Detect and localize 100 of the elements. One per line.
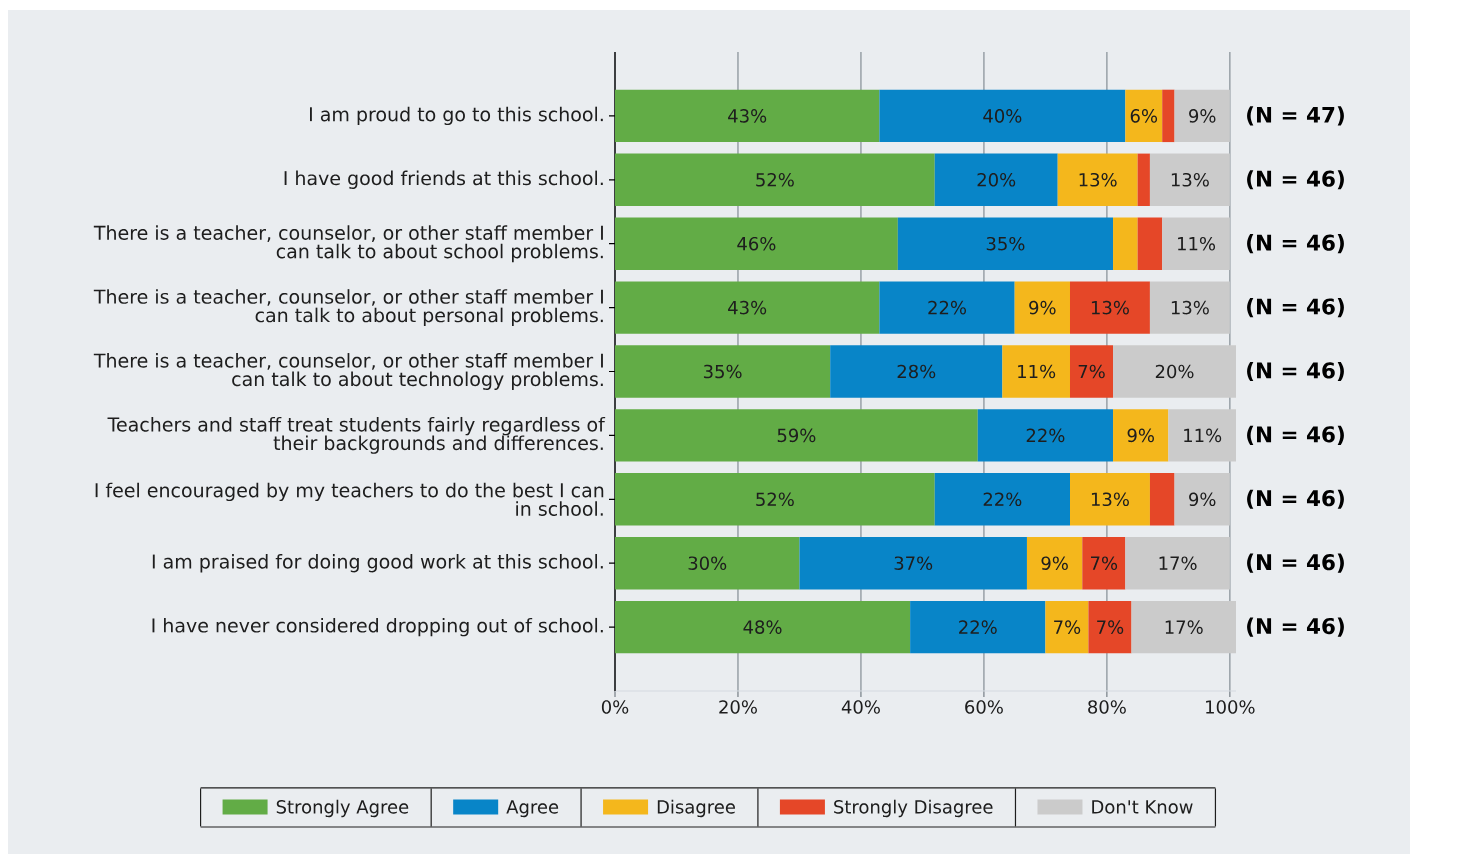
y-tick-label: I am proud to go to this school. (309, 106, 603, 126)
data-label: 22% (959, 620, 997, 634)
data-label: 17% (1165, 620, 1203, 634)
data-label: 20% (1155, 364, 1194, 379)
data-label: 37% (894, 556, 933, 570)
bar (615, 281, 880, 334)
data-label: 22% (983, 492, 1022, 507)
bar (1149, 281, 1230, 334)
bar (1162, 217, 1230, 270)
data-label: 9% (1029, 300, 1056, 315)
data-label: 35% (703, 364, 742, 379)
data-label: 13% (1171, 300, 1209, 315)
x-tick-label: 40% (841, 700, 880, 714)
data-label: 13% (1079, 172, 1117, 187)
data-label: 46% (737, 236, 776, 251)
data-label: 43% (728, 300, 767, 315)
bar (1045, 600, 1089, 654)
text: (N = 46) (1247, 361, 1344, 382)
bar (879, 89, 1126, 143)
bar (1137, 217, 1163, 270)
bar (1014, 281, 1070, 334)
bar (1070, 281, 1150, 334)
bar (1113, 345, 1237, 398)
data-label: 6% (1130, 109, 1158, 123)
data-label: 7% (1091, 556, 1118, 570)
bar (897, 217, 1114, 270)
y-tick-label: There is a teacher, counselor, or other staff member I can talk to about school problems. (93, 225, 603, 263)
bar (1002, 345, 1070, 398)
data-label: 13% (1091, 492, 1129, 507)
y-tick-label: Teachers and staff treat students fairly regardless of their backgrounds and differences. (107, 416, 606, 454)
bar (1113, 217, 1138, 270)
bar (1057, 153, 1138, 206)
bar (1070, 345, 1114, 398)
y-tick-label: I have never considered dropping out of school. (152, 617, 603, 637)
data-label: 9% (1041, 556, 1068, 570)
bar (1026, 536, 1083, 590)
bar (934, 153, 1058, 206)
bar (1131, 600, 1237, 654)
data-label: 9% (1189, 492, 1216, 507)
y-tick-label: I am praised for doing good work at this school. (152, 554, 603, 573)
text: (N = 46) (1247, 234, 1344, 254)
y-tick-label: There is a teacher, counselor, or other staff member I can talk to about technology problems. (93, 353, 603, 390)
data-label: 17% (1159, 556, 1197, 570)
data-label: 11% (1184, 428, 1222, 443)
bar (1070, 473, 1150, 526)
bar (879, 281, 1015, 334)
data-label: 28% (897, 364, 936, 379)
x-tick-label: 20% (719, 700, 757, 714)
bar (934, 473, 1070, 526)
text: (N = 46) (1247, 489, 1344, 509)
data-label: 40% (983, 109, 1022, 123)
data-label: 13% (1171, 172, 1209, 187)
bar (1149, 153, 1230, 206)
bar (1088, 600, 1132, 654)
bar (799, 536, 1027, 590)
bar (615, 89, 880, 143)
legend-label: Strongly Disagree (834, 799, 993, 818)
data-label: 35% (986, 236, 1025, 251)
x-tick-label: 60% (965, 700, 1003, 714)
bar (1125, 89, 1163, 143)
legend-label: Don't Know (1092, 800, 1193, 814)
text: (N = 46) (1247, 170, 1344, 190)
text: (N = 46) (1247, 298, 1344, 318)
x-tick-label: 80% (1088, 700, 1126, 714)
bar (615, 153, 935, 206)
legend-label: Disagree (657, 799, 735, 818)
data-label: 52% (756, 492, 794, 507)
data-label: 7% (1078, 364, 1105, 379)
bar (1137, 153, 1150, 206)
bar (615, 473, 935, 526)
x-tick-label: 100% (1206, 700, 1255, 714)
data-label: 9% (1189, 109, 1216, 123)
y-tick-label: I have good friends at this school. (284, 170, 603, 189)
bar (977, 409, 1114, 462)
text: (N = 46) (1247, 425, 1344, 445)
data-label: 20% (977, 172, 1016, 187)
data-label: 43% (728, 109, 767, 123)
text: (N = 46) (1247, 553, 1344, 573)
x-tick-label: 0% (601, 700, 629, 714)
bar (615, 536, 800, 590)
data-label: 59% (777, 428, 816, 443)
data-label: 22% (1026, 428, 1065, 443)
text: (N = 46) (1247, 617, 1344, 637)
bar (1149, 473, 1175, 526)
bar (615, 217, 898, 270)
bar (830, 345, 1003, 398)
bar (1174, 89, 1230, 143)
bar (615, 600, 911, 654)
data-label: 13% (1091, 300, 1129, 315)
bar (1125, 536, 1230, 590)
legend-label: Strongly Agree (276, 799, 409, 818)
bar (1162, 89, 1175, 143)
data-label: 22% (928, 300, 967, 315)
data-label: 52% (756, 172, 794, 187)
bar (1168, 409, 1237, 462)
y-tick-label: I feel encouraged by my teachers to do the best I can in school. (95, 482, 604, 516)
data-label: 48% (743, 620, 782, 634)
data-label: 11% (1018, 364, 1056, 379)
bar (1082, 536, 1126, 590)
bar (1174, 473, 1230, 526)
